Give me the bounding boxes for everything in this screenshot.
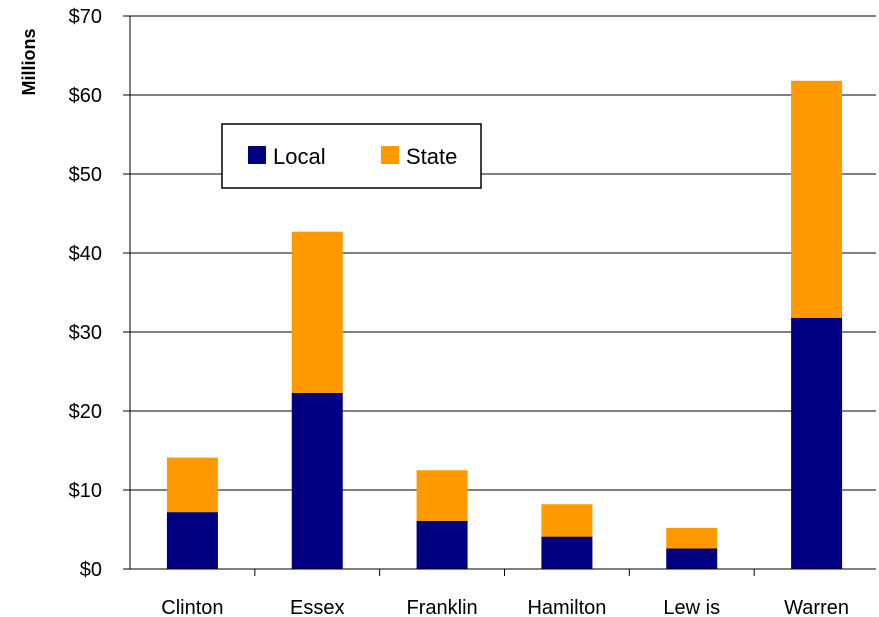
y-tick-label: $60 bbox=[69, 85, 102, 107]
legend-swatch-local bbox=[248, 146, 266, 164]
bar-local-clinton bbox=[166, 512, 218, 569]
y-tick-label: $70 bbox=[69, 6, 102, 28]
bar-state-essex bbox=[291, 231, 343, 393]
x-tick-labels: Clinton Essex Franklin Hamilton Lew is Warren bbox=[161, 597, 849, 617]
y-tick-labels: $0 $10 $20 $30 $40 $50 $60 $70 bbox=[69, 6, 102, 581]
bars bbox=[166, 80, 843, 569]
bar-local-franklin bbox=[416, 520, 468, 569]
x-tick-label: Franklin bbox=[407, 597, 478, 617]
legend-swatch-state bbox=[381, 146, 399, 164]
legend: Local State bbox=[221, 123, 482, 189]
x-tick-label: Warren bbox=[784, 597, 849, 617]
x-tick-label: Hamilton bbox=[527, 597, 606, 617]
bar-local-warren bbox=[791, 317, 843, 569]
y-tick-label: $30 bbox=[69, 322, 102, 344]
x-tick-label: Clinton bbox=[161, 597, 223, 617]
bar-local-hamilton bbox=[541, 536, 593, 569]
bar-local-lew-is bbox=[666, 548, 718, 569]
y-axis-title: Millions bbox=[19, 29, 39, 96]
legend-label-state: State bbox=[406, 144, 457, 169]
bar-state-warren bbox=[791, 80, 843, 318]
x-tick-label: Essex bbox=[290, 597, 344, 617]
bar-local-essex bbox=[291, 392, 343, 569]
y-tick-label: $40 bbox=[69, 243, 102, 265]
bar-state-hamilton bbox=[541, 504, 593, 537]
y-tick-label: $0 bbox=[80, 559, 102, 581]
y-tick-label: $10 bbox=[69, 480, 102, 502]
bar-state-clinton bbox=[166, 457, 218, 513]
bar-state-lew-is bbox=[666, 527, 718, 549]
y-tick-label: $50 bbox=[69, 164, 102, 186]
legend-label-local: Local bbox=[273, 144, 326, 169]
axes bbox=[123, 15, 876, 576]
y-tick-label: $20 bbox=[69, 401, 102, 423]
bar-state-franklin bbox=[416, 470, 468, 521]
gridlines bbox=[130, 15, 876, 491]
x-tick-label: Lew is bbox=[663, 597, 720, 617]
